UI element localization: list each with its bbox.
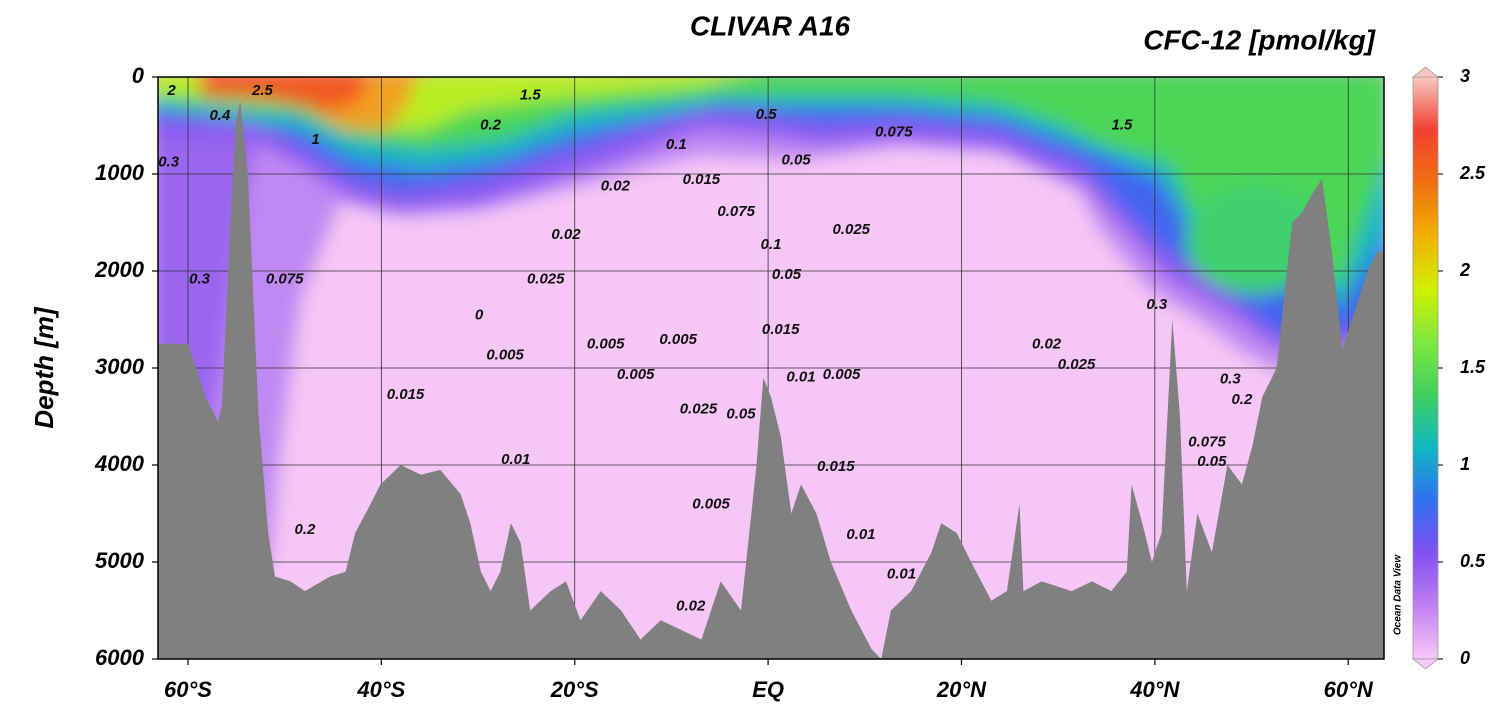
contour-label: 1.5: [520, 86, 542, 103]
contour-label: 0.1: [666, 136, 687, 153]
contour-label-layer: 2 2.5 1.5 0.4 1 0.3 0.2 0.5 0.1 0.075 0.05 1.5 0.02 0…: [158, 82, 1253, 615]
contour-label: 0.02: [551, 226, 581, 243]
y-tick-label: 1000: [95, 160, 145, 185]
contour-label: 0.05: [726, 406, 756, 423]
y-tick-label: 5000: [95, 548, 145, 573]
contour-label: 0.015: [817, 458, 855, 475]
contour-label: 0.02: [1032, 336, 1062, 353]
contour-label: 0.02: [601, 178, 631, 195]
contour-label: 0.05: [782, 151, 812, 168]
colorbar-tick-label: 0: [1460, 648, 1470, 668]
colorbar-tick-label: 2.5: [1459, 163, 1486, 183]
contour-label: 0.05: [1197, 453, 1227, 470]
contour-label: 0.075: [1188, 434, 1226, 451]
x-tick-label: EQ: [752, 677, 784, 702]
y-axis-label: Depth [m]: [29, 306, 59, 429]
field-layer: [200, 77, 368, 112]
colorbar-tick-label: 1: [1460, 454, 1470, 474]
watermark: Ocean Data View: [1393, 554, 1404, 635]
contour-label: 0.3: [189, 271, 211, 288]
contour-label: 0.2: [295, 521, 317, 538]
y-tick-label: 2000: [94, 257, 145, 282]
contour-label: 0.075: [266, 271, 304, 288]
contour-label: 0.01: [887, 566, 916, 583]
contour-label: 0.005: [659, 331, 697, 348]
contour-label: 0.025: [527, 271, 565, 288]
x-tick-label: 40°N: [1129, 677, 1180, 702]
contour-label: 0.005: [486, 346, 524, 363]
contour-label: 0.005: [617, 366, 655, 383]
colorbar: 0 0.5 1 1.5 2 2.5 3: [1411, 66, 1486, 670]
contour-label: 0.015: [683, 171, 721, 188]
contour-label: 1: [311, 131, 319, 148]
contour-label: 0.3: [1146, 296, 1168, 313]
axes: 60°S 40°S 20°S EQ 20°N 40°N 60°N 0 1000 2000 3000 4…: [94, 63, 1374, 702]
contour-label: 0.2: [1231, 391, 1253, 408]
variable-label: CFC-12 [pmol/kg]: [1143, 24, 1376, 55]
contour-label: 0.005: [692, 496, 730, 513]
contour-label: 0.5: [756, 106, 778, 123]
field-layer: [158, 77, 1384, 600]
x-tick-label: 60°S: [164, 677, 212, 702]
contour-label: 0.005: [587, 336, 625, 353]
bathymetry: [158, 101, 1384, 659]
contour-label: 2: [166, 82, 176, 99]
field-layer: [158, 77, 1384, 290]
y-tick-label: 3000: [95, 354, 145, 379]
contour-label: 0.3: [1220, 371, 1242, 388]
contour-label: 0.005: [823, 366, 861, 383]
y-tick-label: 6000: [95, 645, 145, 670]
y-tick-label: 0: [132, 63, 145, 88]
colorbar-tick-label: 1.5: [1460, 357, 1486, 377]
colorbar-tick-label: 3: [1460, 66, 1470, 86]
contour-label: 0.025: [680, 401, 718, 418]
colorbar-scale: [1412, 76, 1439, 660]
contour-label: 0.05: [772, 266, 802, 283]
contour-label: 0.015: [762, 321, 800, 338]
contour-label: 0.075: [717, 203, 755, 220]
contour-label: 0.025: [1058, 356, 1096, 373]
contour-label: 0.2: [480, 116, 502, 133]
contour-label: 0.075: [875, 123, 913, 140]
contour-label: 2.5: [251, 82, 274, 99]
contour-label: 0.01: [501, 451, 530, 468]
colorbar-tick-label: 2: [1459, 260, 1470, 280]
chart-title: CLIVAR A16: [690, 10, 851, 41]
contour-label: 0.01: [846, 526, 875, 543]
x-tick-label: 40°S: [356, 677, 405, 702]
colorbar-bottom-cap: [1411, 658, 1440, 670]
contour-label: 0.3: [158, 153, 180, 170]
contour-label: 0.02: [676, 598, 706, 615]
x-tick-label: 20°N: [936, 677, 987, 702]
colorbar-top-cap: [1411, 66, 1440, 78]
contour-label: 0.4: [209, 107, 231, 124]
contour-label: 0: [475, 307, 484, 324]
y-tick-label: 4000: [94, 451, 145, 476]
contour-label: 0.01: [786, 369, 815, 386]
contour-label: 1.5: [1112, 116, 1134, 133]
x-tick-label: 20°S: [550, 677, 599, 702]
colorbar-tick-label: 0.5: [1460, 551, 1486, 571]
contour-label: 0.025: [832, 221, 870, 238]
bathymetry-layer: [158, 101, 1384, 659]
contour-label: 0.1: [761, 236, 782, 253]
x-tick-label: 60°N: [1324, 677, 1374, 702]
contour-label: 0.015: [387, 386, 425, 403]
